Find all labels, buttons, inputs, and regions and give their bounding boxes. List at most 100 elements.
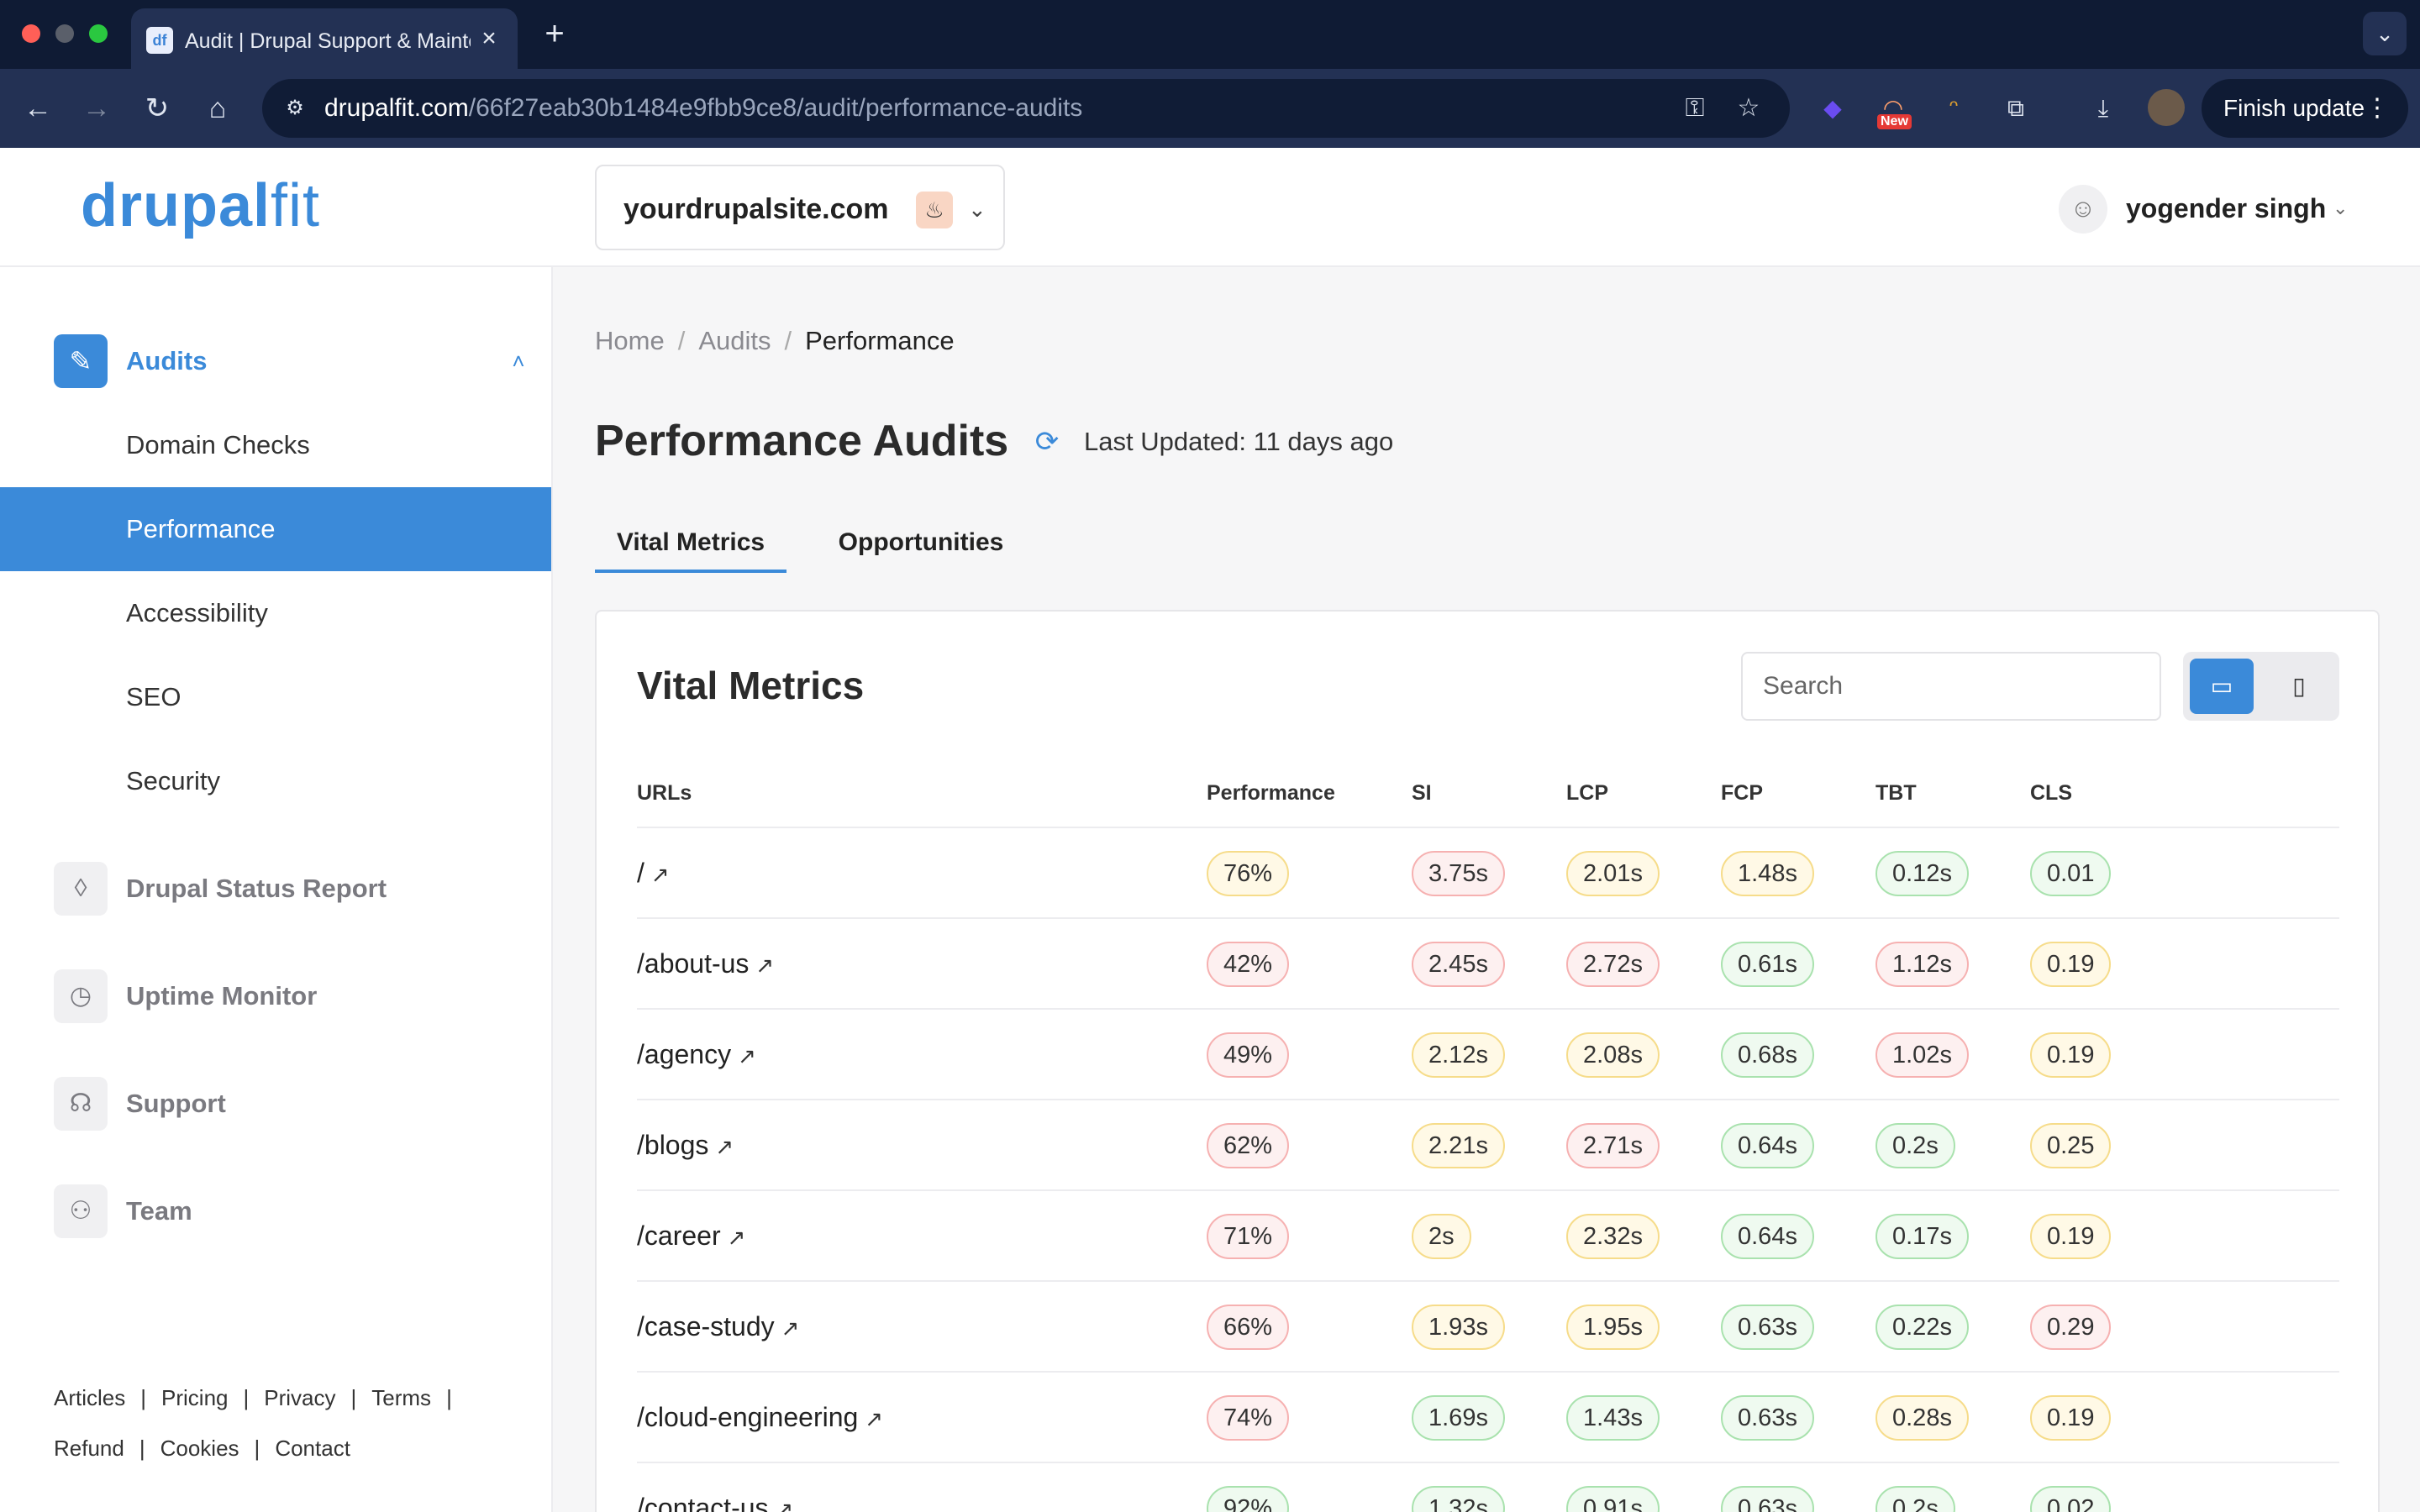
browser-tab[interactable]: df Audit | Drupal Support & Maintenance … xyxy=(131,8,518,69)
minimize-window-button[interactable] xyxy=(55,24,74,43)
external-link-icon[interactable]: ↗ xyxy=(650,862,670,887)
cls-value: 0.02 xyxy=(2030,1486,2112,1512)
extension-new-icon[interactable]: ◠ New xyxy=(1872,87,1914,129)
favicon-icon: df xyxy=(146,27,173,54)
table-row: /agency ↗ 49% 2.12s 2.08s 0.68s 1.02s 0.1… xyxy=(637,1008,2339,1099)
menu-dots-icon[interactable]: ⋮ xyxy=(2365,94,2390,122)
external-link-icon[interactable]: ↗ xyxy=(781,1315,800,1341)
new-tab-button[interactable]: + xyxy=(544,15,565,52)
url-link[interactable]: /cloud-engineering ↗ xyxy=(637,1402,884,1432)
extension-face-icon[interactable]: ᵔ xyxy=(1949,95,1959,121)
performance-score: 42% xyxy=(1207,942,1290,987)
maximize-window-button[interactable] xyxy=(89,24,108,43)
column-header-performance[interactable]: Performance xyxy=(1207,781,1335,805)
footer-link-terms[interactable]: Terms xyxy=(371,1385,432,1410)
downloads-icon[interactable]: ⤓ xyxy=(2097,95,2109,121)
footer-link-pricing[interactable]: Pricing xyxy=(161,1385,229,1410)
footer-link-articles[interactable]: Articles xyxy=(54,1385,126,1410)
sidebar-item-drupal-status-report[interactable]: ◊ Drupal Status Report xyxy=(0,862,553,916)
cls-value: 0.19 xyxy=(2030,942,2112,987)
column-header-cls[interactable]: CLS xyxy=(2030,781,2072,805)
password-key-icon[interactable]: ⚿ xyxy=(1685,94,1705,122)
sidebar-item-label: Domain Checks xyxy=(126,430,310,459)
url-link[interactable]: /about-us ↗ xyxy=(637,948,775,979)
desktop-icon[interactable]: ▭ xyxy=(2190,659,2254,714)
url-link[interactable]: /agency ↗ xyxy=(637,1039,756,1069)
user-name[interactable]: yogender singh xyxy=(2126,193,2327,223)
sidebar-item-support[interactable]: ☊ Support xyxy=(0,1077,553,1131)
url-link[interactable]: /case-study ↗ xyxy=(637,1311,800,1341)
cls-value: 0.19 xyxy=(2030,1395,2112,1441)
tab-vital-metrics[interactable]: Vital Metrics xyxy=(595,512,786,573)
drupalfit-logo[interactable]: drupalfit xyxy=(81,172,321,239)
column-header-fcp[interactable]: FCP xyxy=(1721,781,1763,805)
sidebar-item-accessibility[interactable]: Accessibility xyxy=(0,571,551,655)
tbt-value: 0.22s xyxy=(1876,1305,1969,1350)
url-text[interactable]: drupalfit.com/66f27eab30b1484e9fbb9ce8/a… xyxy=(324,94,1083,122)
column-header-lcp[interactable]: LCP xyxy=(1566,781,1608,805)
sidebar-item-security[interactable]: Security xyxy=(0,739,551,823)
table-row: /cloud-engineering ↗ 74% 1.69s 1.43s 0.63… xyxy=(637,1371,2339,1462)
column-header-urls: URLs xyxy=(637,781,692,805)
extensions-puzzle-icon[interactable]: ⧉ xyxy=(2007,95,2024,121)
mobile-icon[interactable]: ▯ xyxy=(2292,673,2306,699)
browser-tab-bar: df Audit | Drupal Support & Maintenance … xyxy=(0,0,2420,69)
card-title: Vital Metrics xyxy=(637,664,865,707)
external-link-icon[interactable]: ↗ xyxy=(865,1406,884,1431)
column-header-si[interactable]: SI xyxy=(1412,781,1432,805)
back-icon[interactable]: ← xyxy=(24,92,52,124)
breadcrumb-audits[interactable]: Audits xyxy=(698,326,771,355)
tab-opportunities[interactable]: Opportunities xyxy=(838,528,1004,556)
sidebar-item-uptime-monitor[interactable]: ◷ Uptime Monitor xyxy=(0,969,553,1023)
drop-icon: ◊ xyxy=(54,862,108,916)
footer-link-cookies[interactable]: Cookies xyxy=(160,1436,239,1461)
tbt-value: 0.28s xyxy=(1876,1395,1969,1441)
user-avatar-icon[interactable]: ☺ xyxy=(2059,185,2107,234)
reload-icon[interactable]: ↻ xyxy=(145,92,170,124)
address-bar[interactable]: ⚙ drupalfit.com/66f27eab30b1484e9fbb9ce8… xyxy=(262,79,1790,138)
footer-link-privacy[interactable]: Privacy xyxy=(264,1385,336,1410)
cls-value: 0.29 xyxy=(2030,1305,2112,1350)
forward-icon[interactable]: → xyxy=(82,92,111,124)
table-row: /contact-us ↗ 92% 1.32s 0.91s 0.63s 0.2s … xyxy=(637,1462,2339,1512)
table-row: /blogs ↗ 62% 2.21s 2.71s 0.64s 0.2s 0.25 xyxy=(637,1099,2339,1189)
external-link-icon[interactable]: ↗ xyxy=(727,1225,746,1250)
external-link-icon[interactable]: ↗ xyxy=(715,1134,734,1159)
home-icon[interactable]: ⌂ xyxy=(208,92,227,124)
bookmark-star-icon[interactable]: ☆ xyxy=(1737,94,1760,122)
external-link-icon[interactable]: ↗ xyxy=(755,953,775,978)
external-link-icon[interactable]: ↗ xyxy=(738,1043,756,1068)
url-link[interactable]: /career ↗ xyxy=(637,1221,746,1251)
url-link[interactable]: /blogs ↗ xyxy=(637,1130,734,1160)
last-updated-text: Last Updated: 11 days ago xyxy=(1084,427,1394,456)
fcp-value: 0.63s xyxy=(1721,1395,1814,1441)
user-chevron-down-icon[interactable]: ⌄ xyxy=(2333,197,2349,218)
finish-update-button[interactable]: Finish update ⋮ xyxy=(2202,79,2408,138)
sidebar-item-team[interactable]: ⚇ Team xyxy=(0,1184,553,1238)
column-header-tbt[interactable]: TBT xyxy=(1876,781,1917,805)
profile-avatar[interactable] xyxy=(2148,89,2185,126)
extension-icon[interactable]: ◆ xyxy=(1823,95,1842,121)
sidebar-item-seo[interactable]: SEO xyxy=(0,655,551,739)
tab-list-button[interactable]: ⌄ xyxy=(2363,12,2407,55)
search-input[interactable] xyxy=(1741,652,2161,721)
sidebar-section-audits[interactable]: ✎ Audits ˄ xyxy=(0,334,553,388)
footer-link-contact[interactable]: Contact xyxy=(275,1436,350,1461)
footer-link-refund[interactable]: Refund xyxy=(54,1436,124,1461)
performance-score: 71% xyxy=(1207,1214,1290,1259)
sidebar-item-performance[interactable]: Performance xyxy=(0,487,551,571)
sidebar-item-label: Team xyxy=(126,1196,192,1226)
url-link[interactable]: /contact-us ↗ xyxy=(637,1487,793,1512)
table-row: /about-us ↗ 42% 2.45s 2.72s 0.61s 1.12s 0… xyxy=(637,917,2339,1008)
close-window-button[interactable] xyxy=(22,24,40,43)
site-selector[interactable]: yourdrupalsite.com ♨ ⌄ xyxy=(595,165,1005,250)
sidebar-item-domain-checks[interactable]: Domain Checks xyxy=(0,403,551,487)
si-value: 1.69s xyxy=(1412,1395,1505,1441)
refresh-icon[interactable]: ⟳ xyxy=(1034,426,1060,458)
chevron-up-icon[interactable]: ˄ xyxy=(512,349,525,374)
tab-close-icon[interactable]: × xyxy=(481,24,497,52)
site-settings-icon[interactable]: ⚙ xyxy=(286,97,304,119)
breadcrumb-home[interactable]: Home xyxy=(595,326,665,355)
url-link[interactable]: / ↗ xyxy=(637,858,670,888)
external-link-icon[interactable]: ↗ xyxy=(775,1497,794,1512)
